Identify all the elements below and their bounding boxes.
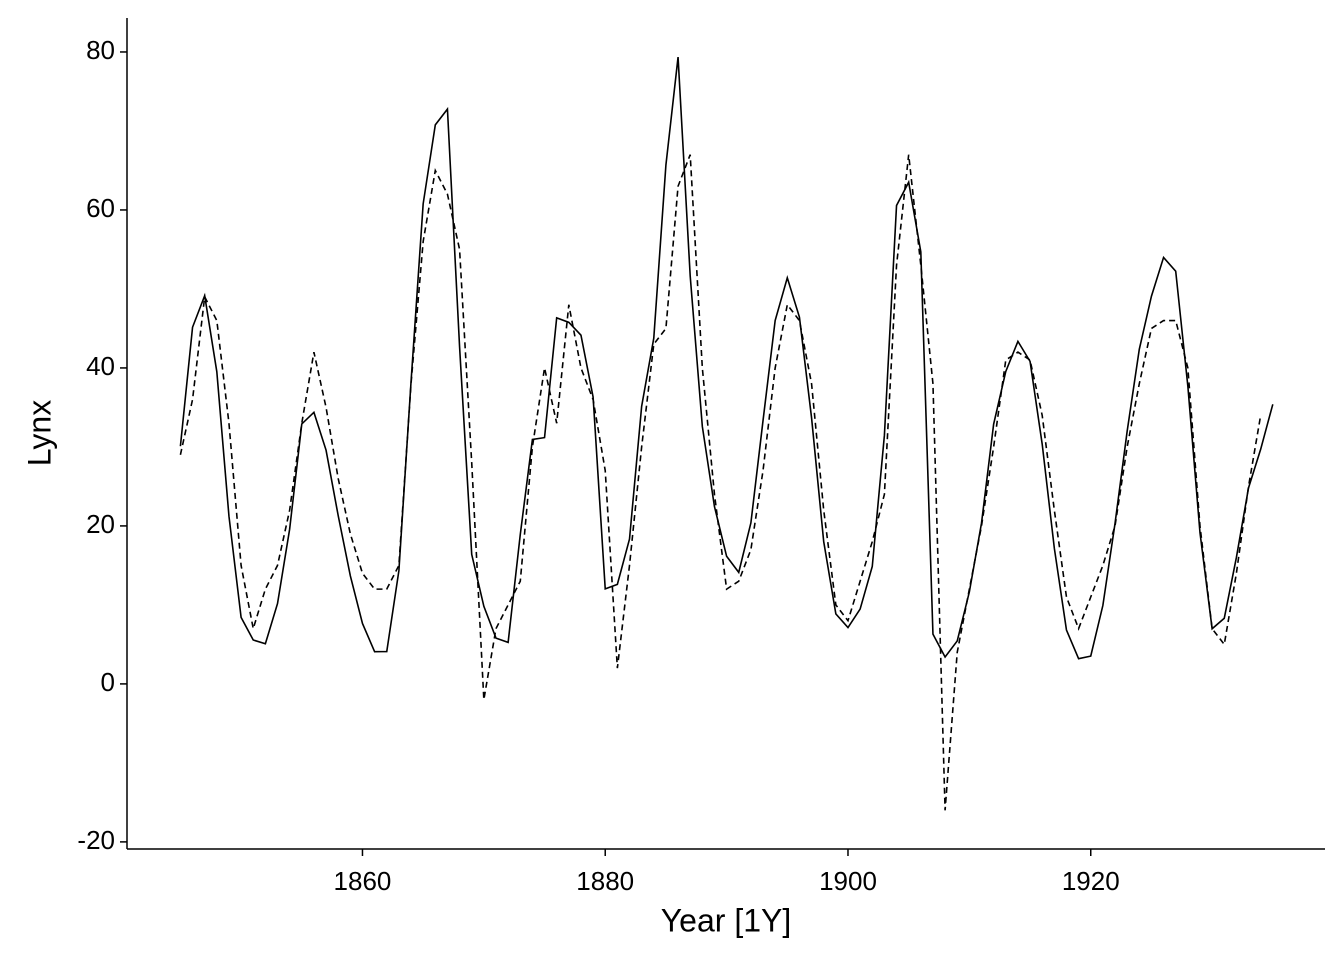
y-tick-label: 20 <box>86 509 115 539</box>
y-tick-label: 80 <box>86 35 115 65</box>
y-tick-label: 0 <box>101 667 115 697</box>
x-tick-label: 1860 <box>334 866 392 896</box>
line-series <box>179 57 1274 660</box>
y-tick-label: -20 <box>77 825 115 855</box>
x-axis-title: Year [1Y] <box>661 902 791 938</box>
x-tick-label: 1900 <box>819 866 877 896</box>
x-tick-label: 1880 <box>576 866 634 896</box>
line-series <box>179 154 1262 811</box>
x-tick-label: 1920 <box>1062 866 1120 896</box>
y-tick-label: 40 <box>86 351 115 381</box>
y-axis-title: Lynx <box>21 400 57 466</box>
y-tick-label: 60 <box>86 193 115 223</box>
